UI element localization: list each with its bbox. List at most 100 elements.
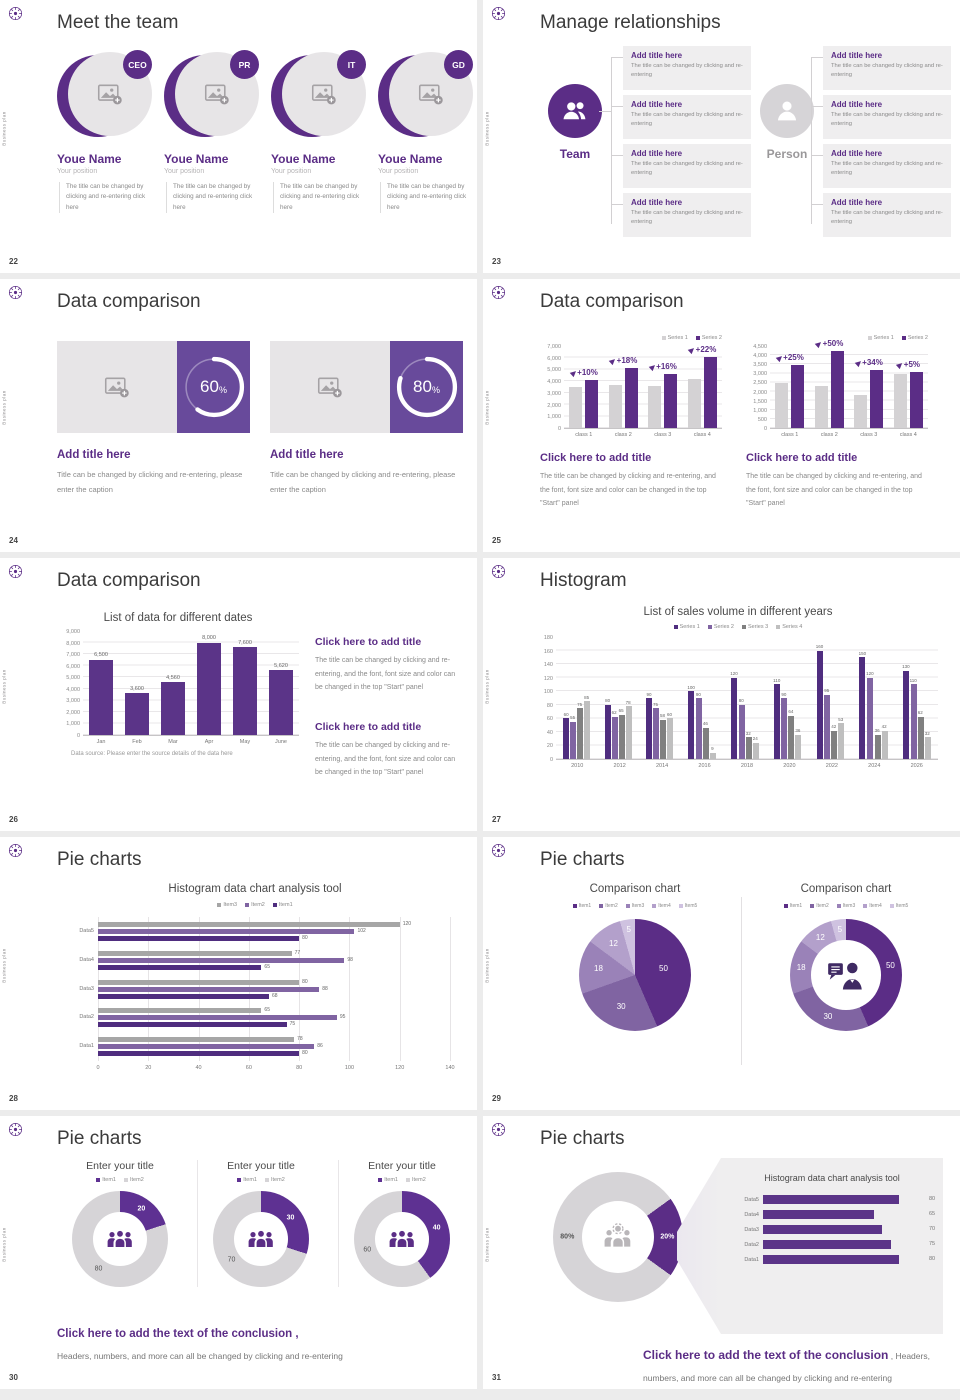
- bar-group: 7,600: [233, 632, 257, 735]
- x-tick-label: Feb: [132, 739, 142, 745]
- image-placeholder-icon: [311, 84, 336, 105]
- bar: [814, 386, 828, 428]
- chart-title: Comparison chart: [589, 883, 681, 895]
- box-title: Add title here: [831, 198, 883, 207]
- bar-value-label: 80: [302, 1050, 308, 1056]
- bar-value-label: 75: [929, 1241, 936, 1247]
- chart-legend: Item1 Item2: [61, 1177, 179, 1183]
- y-tick-label: 3,000: [66, 698, 80, 705]
- category-label: Data1: [79, 1043, 94, 1049]
- x-tick-label: 80: [296, 1065, 303, 1071]
- bar-group: 90 75 58 60: [645, 638, 673, 759]
- page-number: 23: [492, 257, 501, 266]
- brand-logo-icon: [8, 285, 23, 300]
- donut-chart: 20% 80%: [553, 1172, 683, 1302]
- bar: [585, 379, 599, 428]
- connector-line: [599, 111, 611, 112]
- team-gear-icon: [604, 1223, 631, 1248]
- info-box: Add title here The title can be changed …: [811, 193, 951, 237]
- bar-chart: 9,000 8,000 7,000 6,000 5,000 4,000 3,000 2,000…: [57, 629, 299, 745]
- bar-value-label: 80: [929, 1256, 936, 1262]
- legend-marker: [406, 1178, 410, 1182]
- bar: [98, 1022, 287, 1028]
- chart-title: Enter your title: [368, 1160, 436, 1172]
- team-members: CEO Youe Name Your position The title ca…: [57, 50, 473, 214]
- conclusion-title: Click here to add the text of the conclu…: [643, 1348, 889, 1362]
- box-description: The title can be changed by clicking and…: [631, 161, 743, 176]
- bar: [917, 716, 924, 759]
- team-avatar: [548, 84, 602, 138]
- panel-title: Histogram data chart analysis tool: [764, 1173, 900, 1183]
- bar: [881, 730, 888, 759]
- team-member: CEO Youe Name Your position The title ca…: [57, 50, 152, 214]
- page-number: 22: [9, 257, 18, 266]
- page-number: 25: [492, 536, 501, 545]
- legend-item: Item2: [245, 902, 265, 908]
- category-label: Data5: [744, 1196, 759, 1203]
- growth-arrow-icon: ▶: [854, 358, 864, 368]
- bar: [824, 694, 831, 759]
- bar: [859, 657, 866, 759]
- x-tick-label: 2024: [868, 763, 881, 769]
- legend-item: Item5: [678, 903, 697, 909]
- x-tick-label: 0: [96, 1065, 100, 1071]
- x-tick-label: class 2: [820, 432, 838, 438]
- bar-group: Data5 120 102 80: [79, 921, 450, 942]
- progress-ring-icon: [396, 356, 457, 418]
- y-tick-label: 6,000: [66, 663, 80, 670]
- bar-value-label: 42: [881, 724, 887, 730]
- legend-marker: [889, 904, 894, 908]
- bar: [89, 659, 113, 735]
- y-tick-label: 120: [543, 675, 553, 682]
- progress-ring: 60%: [183, 356, 245, 418]
- x-tick-label: 140: [445, 1065, 455, 1071]
- bar: [197, 642, 221, 735]
- member-description: The title can be changed by clicking and…: [273, 182, 366, 214]
- bar: [618, 714, 625, 759]
- connector-line: [611, 106, 623, 107]
- bar-value-label: 78: [297, 1036, 303, 1042]
- y-tick-label: 1,000: [547, 414, 561, 421]
- bar: 65: [763, 1210, 935, 1219]
- bar-value-label: 65: [618, 708, 624, 714]
- slice-value-label: 18: [796, 963, 806, 973]
- slide-title: Pie charts: [57, 849, 142, 870]
- bar-group: ▶+5%: [893, 347, 923, 428]
- bar-value-label: 110: [909, 677, 917, 683]
- legend-item: Series 1: [673, 624, 700, 630]
- legend-item: Item2: [810, 903, 829, 909]
- image-placeholder-icon: [204, 84, 229, 105]
- donut-graphic: 20 80: [72, 1191, 168, 1287]
- box-description: The title can be changed by clicking and…: [631, 63, 743, 78]
- bar: [652, 708, 659, 759]
- bar: [854, 395, 868, 428]
- member-avatar: GD: [378, 50, 473, 140]
- legend-marker: [836, 904, 841, 908]
- bar-value-label: 110: [773, 677, 781, 683]
- x-tick-label: class 1: [781, 432, 799, 438]
- x-axis: class 1 class 2 class 3 class 4: [564, 432, 722, 438]
- bar: [98, 1037, 295, 1042]
- legend-item: Item1: [572, 903, 591, 909]
- donut-graphic: 20% 80%: [553, 1172, 683, 1302]
- donut-unit: Enter your title Item1 Item2 30 70: [197, 1160, 324, 1287]
- bar: [775, 383, 789, 428]
- legend-label: Item2: [251, 902, 265, 908]
- bar: [659, 719, 666, 759]
- sidebar-vertical-text: Business plan: [1, 1226, 7, 1262]
- legend-marker: [96, 1178, 101, 1182]
- bar-row: Data2 75: [737, 1240, 935, 1249]
- progress-ring: 80%: [396, 356, 458, 418]
- bar-group: 4,560: [161, 632, 185, 735]
- bar-value-label: 55: [570, 715, 576, 721]
- percent-panel: 80%: [390, 341, 463, 433]
- legend-marker: [707, 625, 712, 629]
- role-badge: GD: [444, 50, 473, 79]
- card-caption: Title can be changed by clicking and re-…: [57, 470, 243, 494]
- people-group-icon: [389, 1230, 414, 1247]
- bar-group: 130 110 62 32: [902, 638, 931, 759]
- connector-line: [611, 58, 612, 224]
- bar-value-label: 75: [289, 1021, 296, 1028]
- funnel-shape: [677, 1158, 721, 1334]
